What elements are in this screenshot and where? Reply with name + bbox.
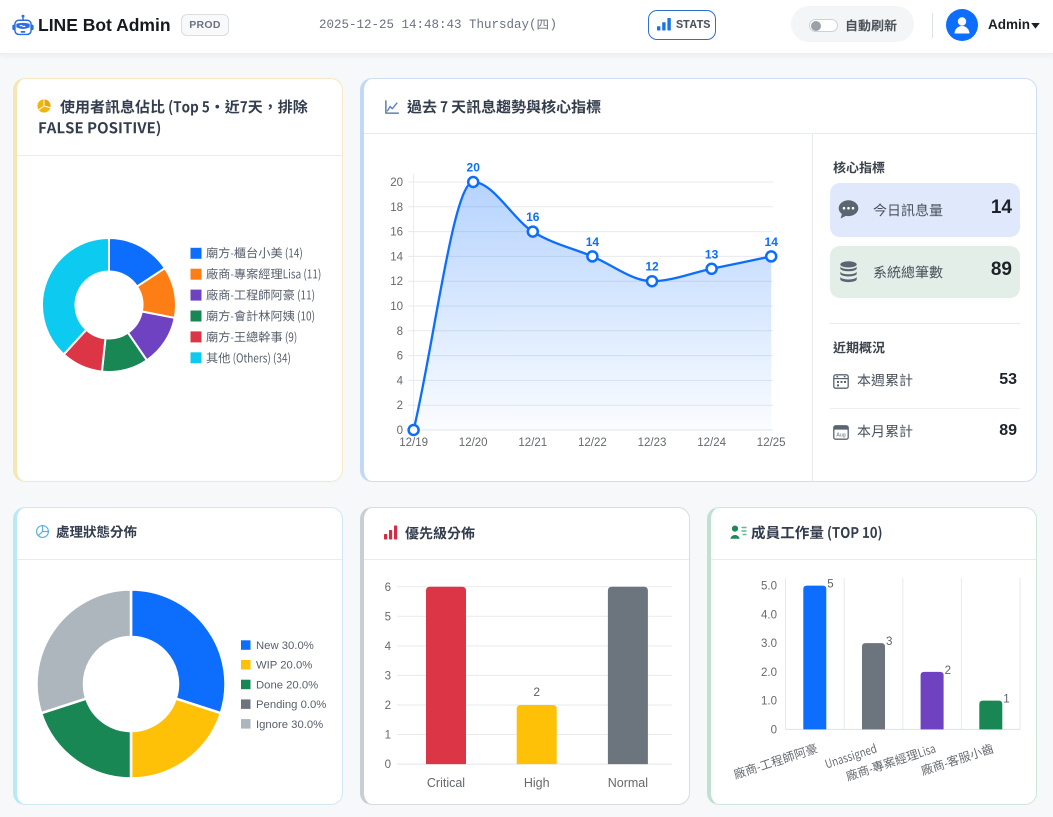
svg-text:Pending 0.0%: Pending 0.0%: [256, 699, 326, 711]
svg-text:12/24: 12/24: [697, 437, 726, 449]
svg-text:0: 0: [771, 724, 777, 736]
svg-text:12: 12: [645, 260, 659, 274]
svg-text:1.0: 1.0: [761, 696, 777, 708]
svg-text:12/20: 12/20: [459, 437, 488, 449]
svg-text:Normal: Normal: [608, 776, 648, 790]
svg-text:16: 16: [526, 210, 540, 224]
svg-text:Done 20.0%: Done 20.0%: [256, 679, 318, 691]
svg-text:20: 20: [467, 161, 481, 175]
svg-text:16: 16: [390, 227, 403, 239]
svg-text:1: 1: [1003, 694, 1009, 706]
svg-text:2: 2: [397, 400, 403, 412]
svg-text:5.0: 5.0: [761, 581, 777, 593]
svg-text:12/21: 12/21: [518, 437, 547, 449]
svg-text:6: 6: [385, 582, 391, 594]
svg-text:4.0: 4.0: [761, 609, 777, 621]
svg-text:2: 2: [533, 685, 540, 699]
svg-text:18: 18: [390, 202, 403, 214]
svg-text:3.0: 3.0: [761, 638, 777, 650]
svg-text:Critical: Critical: [427, 776, 465, 790]
svg-text:12/19: 12/19: [399, 437, 428, 449]
svg-text:13: 13: [705, 247, 719, 261]
svg-text:WIP 20.0%: WIP 20.0%: [256, 660, 312, 672]
svg-text:8: 8: [397, 326, 403, 338]
svg-text:New 30.0%: New 30.0%: [256, 640, 314, 652]
svg-text:High: High: [524, 776, 550, 790]
svg-text:10: 10: [390, 301, 403, 313]
svg-text:5: 5: [827, 579, 833, 591]
svg-text:Ignore 30.0%: Ignore 30.0%: [256, 719, 323, 731]
svg-text:12: 12: [390, 276, 403, 288]
svg-text:3: 3: [385, 670, 391, 682]
svg-text:2: 2: [945, 665, 951, 677]
svg-text:12/23: 12/23: [638, 437, 667, 449]
svg-text:0: 0: [397, 425, 403, 437]
svg-text:1: 1: [385, 730, 391, 742]
svg-text:14: 14: [586, 235, 600, 249]
svg-text:20: 20: [390, 177, 403, 189]
svg-text:2.0: 2.0: [761, 667, 777, 679]
svg-text:Aug: Aug: [836, 433, 845, 439]
svg-text:12/22: 12/22: [578, 437, 607, 449]
svg-text:0: 0: [385, 759, 391, 771]
svg-text:14: 14: [390, 251, 403, 263]
svg-text:4: 4: [397, 375, 404, 387]
svg-text:3: 3: [886, 636, 892, 648]
svg-text:4: 4: [385, 641, 392, 653]
svg-text:2: 2: [385, 700, 391, 712]
svg-text:12/25: 12/25: [757, 437, 786, 449]
svg-text:5: 5: [385, 611, 391, 623]
svg-text:14: 14: [765, 235, 779, 249]
svg-text:6: 6: [397, 351, 403, 363]
